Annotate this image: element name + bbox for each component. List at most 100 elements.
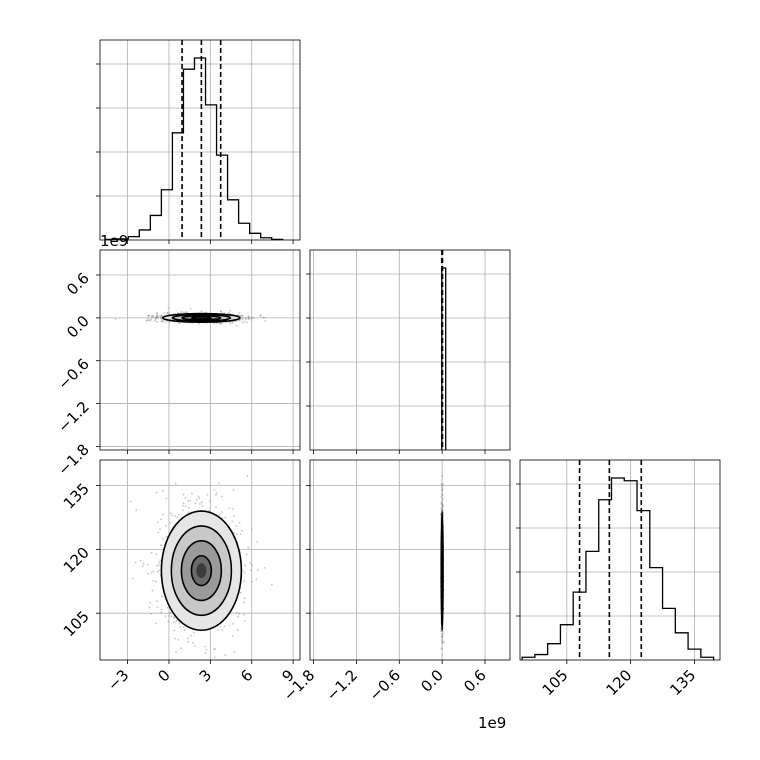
scatter-point-p10-420 <box>183 311 185 314</box>
density-fill-p10-4 <box>196 317 207 319</box>
scatter-point-p21-822 <box>441 504 444 506</box>
scatter-point-p10-254 <box>251 316 254 319</box>
scatter-point-p20-191 <box>174 620 177 623</box>
ticks-layer <box>96 63 695 664</box>
histogram-bar-p0-3 <box>139 230 150 240</box>
scatter-point-p20-267 <box>150 571 153 574</box>
scatter-point-p10-787 <box>248 315 251 318</box>
scatter-point-p20-54 <box>160 518 162 521</box>
scatter-point-p10-772 <box>185 311 188 313</box>
scatter-point-p20-592 <box>213 656 216 659</box>
scatter-point-p20-364 <box>149 601 151 604</box>
scatter-point-p20-627 <box>243 580 246 582</box>
scatter-point-p10-599 <box>264 316 266 319</box>
scatter-point-p20-173 <box>146 563 149 566</box>
scatter-point-p20-84 <box>232 508 234 510</box>
scatter-point-p20-331 <box>194 502 197 504</box>
scatter-point-p10-189 <box>148 319 150 322</box>
histogram-outline-p0 <box>105 57 284 241</box>
scatter-point-p20-471 <box>223 625 226 628</box>
scatter-point-p20-740 <box>213 489 216 491</box>
scatter-point-p20-786 <box>161 513 164 516</box>
scatter-point-p20-824 <box>152 570 155 573</box>
scatter-point-p20-80 <box>139 560 142 562</box>
histogram-bar-p0-13 <box>250 233 261 240</box>
scatter-point-p20-367 <box>129 500 132 503</box>
scatter-point-p20-464 <box>244 564 247 567</box>
scatter-point-p20-56 <box>249 562 252 564</box>
scatter-point-p20-687 <box>233 515 235 518</box>
scatter-point-p20-747 <box>164 615 167 617</box>
scatter-point-p20-417 <box>169 611 172 614</box>
contour-line-p10-0 <box>161 312 241 323</box>
histogram-bar-p2-3 <box>560 625 573 660</box>
scatter-point-p20-64 <box>251 564 253 566</box>
scatter-point-p20-792 <box>235 525 238 527</box>
scatter-point-p20-830 <box>158 561 160 564</box>
tick-label-x-param0-0: −3 <box>104 666 132 694</box>
histogram-bar-p2-11 <box>663 608 676 660</box>
scatter-point-p10-347 <box>241 321 244 324</box>
scatter-point-p21-785 <box>441 489 444 491</box>
scatter-point-p10-790 <box>241 318 244 321</box>
scatter-point-p20-704 <box>165 497 168 500</box>
tick-label-y-param1-2: −0.6 <box>54 355 92 393</box>
tick-label-x-param2-0: 105 <box>539 666 572 699</box>
scatter-point-p20-814 <box>218 513 221 516</box>
scatter-point-p20-308 <box>181 504 184 507</box>
scatter-point-p20-208 <box>169 522 172 524</box>
scatter-point-p21-501 <box>441 494 444 497</box>
scatter-point-p10-788 <box>220 322 223 325</box>
scatter-point-p10-874 <box>227 312 230 314</box>
scatter-point-p20-118 <box>156 606 159 609</box>
scatter-point-p10-115 <box>249 317 252 320</box>
scatter-point-p20-354 <box>160 544 162 547</box>
scatter-point-p20-630 <box>263 567 266 569</box>
axes-frame-p20 <box>99 459 301 661</box>
scatter-point-p20-220 <box>162 537 165 540</box>
histogram-bar-p2-4 <box>573 592 586 660</box>
contour-line-p20-1 <box>170 525 233 617</box>
scatter-point-p21-188 <box>441 474 444 477</box>
tick-label-y-param1-4: 0.6 <box>63 269 93 299</box>
histogram-outline-p2 <box>521 477 715 660</box>
scatter-point-p20-865 <box>238 521 241 524</box>
scatter-point-p21-809 <box>440 502 443 505</box>
scatter-point-p20-311 <box>197 495 200 498</box>
histogram-bar-p2-5 <box>586 551 599 660</box>
scatter-point-p20-626 <box>233 532 236 534</box>
scatter-point-p20-278 <box>209 500 212 502</box>
histogram-bar-p0-12 <box>239 223 250 240</box>
scatter-point-p20-280 <box>187 640 190 643</box>
scatter-point-p20-846 <box>167 620 170 623</box>
tick-label-x-param1-1: −1.2 <box>323 666 361 704</box>
scatter-point-p20-862 <box>155 580 157 583</box>
scatter-point-p21-663 <box>442 631 444 633</box>
histogram-bar-p2-7 <box>611 478 624 660</box>
scatter-point-p20-264 <box>155 553 158 556</box>
tick-label-y-param1-1: −1.2 <box>54 398 92 436</box>
scatter-point-p20-691 <box>174 482 177 485</box>
scatter-point-p10-753 <box>156 312 158 315</box>
scatter-point-p10-782 <box>167 311 169 314</box>
scatter-point-p10-857 <box>160 319 163 322</box>
scatter-point-p20-617 <box>165 535 168 538</box>
offset-label-param1-x: 1e9 <box>478 714 506 732</box>
histogram-bar-p0-11 <box>228 200 239 240</box>
scatter-point-p20-260 <box>199 503 201 505</box>
scatter-point-p20-596 <box>239 533 242 535</box>
scatter-point-p20-594 <box>231 520 234 523</box>
scatter-point-p10-811 <box>154 315 157 318</box>
scatter-point-p20-406 <box>198 497 201 500</box>
scatter-point-p20-539 <box>170 512 172 515</box>
scatter-point-p10-746 <box>240 314 243 317</box>
scatter-point-p20-553 <box>187 511 190 514</box>
scatter-point-p10-762 <box>151 315 153 318</box>
density-fill-p20-4 <box>196 563 207 579</box>
scatter-point-p10-689 <box>229 309 232 312</box>
contour-line-p10-3 <box>190 315 212 320</box>
scatter-point-p10-258 <box>229 322 232 325</box>
scatter-point-p20-802 <box>189 499 192 502</box>
scatter-point-p20-443 <box>250 569 252 571</box>
